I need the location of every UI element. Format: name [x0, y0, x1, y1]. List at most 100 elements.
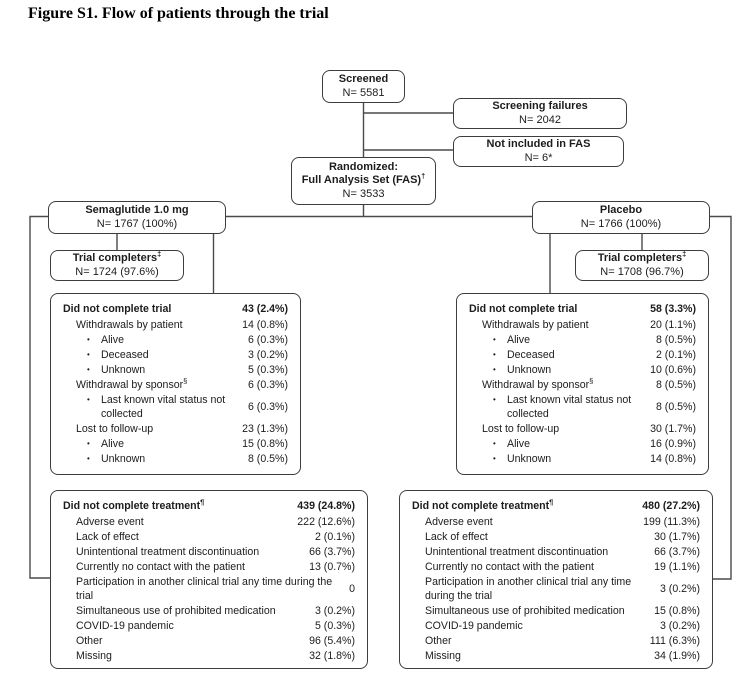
trial-completers-semaglutide-box: Trial completers‡ N= 1724 (97.6%)	[50, 250, 184, 281]
bullet-icon: •	[87, 439, 90, 448]
row-value: 3 (0.2%)	[659, 583, 700, 595]
row-label-text: Alive	[507, 334, 530, 346]
list-row: • Last known vital status not collected 6 …	[63, 393, 288, 421]
row-label: Lost to follow-up	[63, 422, 234, 436]
placebo-arm-n: N= 1766 (100%)	[580, 217, 662, 230]
row-value: 43 (2.4%)	[242, 303, 288, 315]
not-in-fas-box: Not included in FAS N= 6*	[453, 136, 624, 167]
row-label: COVID-19 pandemic	[63, 619, 307, 633]
row-label-text: Participation in another clinical trial …	[425, 576, 632, 602]
randomized-label: Randomized:	[328, 160, 399, 173]
screened-label: Screened	[338, 73, 389, 85]
row-label-text: Lost to follow-up	[76, 423, 154, 435]
figure-title: Figure S1. Flow of patients through the …	[28, 5, 329, 22]
list-row: • Alive 16 (0.9%)	[469, 437, 696, 451]
list-header-row: Did not complete treatment¶ 439 (24.8%)	[63, 498, 355, 513]
not-in-fas-label: Not included in FAS	[486, 138, 591, 150]
placebo-arm-box: Placebo N= 1766 (100%)	[532, 201, 710, 234]
list-header-row: Did not complete treatment¶ 480 (27.2%)	[412, 497, 700, 513]
list-row: Missing 34 (1.9%)	[412, 649, 700, 663]
list-row: • Unknown 5 (0.3%)	[63, 363, 288, 377]
row-label-text: Did not complete treatment¶	[412, 497, 554, 512]
row-label-text: Withdrawals by patient	[482, 319, 589, 331]
list-row: • Unknown 14 (0.8%)	[469, 452, 696, 466]
row-label: Did not complete treatment¶	[63, 498, 289, 513]
list-header-row: Did not complete trial 58 (3.3%)	[469, 302, 696, 316]
bullet-icon: •	[87, 365, 90, 374]
row-label-text: Last known vital status not collected	[507, 394, 632, 420]
row-value: 6 (0.3%)	[247, 334, 288, 346]
row-label: Simultaneous use of prohibited medicatio…	[412, 604, 646, 618]
row-label: Lack of effect	[63, 530, 307, 544]
randomized-subtitle: Full Analysis Set (FAS)†	[301, 171, 426, 187]
row-label-text: Alive	[507, 438, 530, 450]
row-label-text: Last known vital status not collected	[101, 394, 226, 420]
semaglutide-arm-n: N= 1767 (100%)	[96, 217, 178, 230]
row-value: 199 (11.3%)	[643, 516, 700, 528]
row-value: 2 (0.1%)	[655, 349, 696, 361]
row-label-text: Alive	[101, 438, 124, 450]
list-row: Lost to follow-up 30 (1.7%)	[469, 422, 696, 436]
list-row: Missing 32 (1.8%)	[63, 649, 355, 663]
row-value: 23 (1.3%)	[242, 423, 288, 435]
list-header-row: Did not complete trial 43 (2.4%)	[63, 302, 288, 316]
row-value: 66 (3.7%)	[654, 546, 700, 558]
row-label-text: COVID-19 pandemic	[76, 620, 174, 632]
trial-completers-placebo-label: Trial completers‡	[597, 249, 687, 264]
row-value: 19 (1.1%)	[654, 561, 700, 573]
row-label: • Alive	[469, 437, 642, 451]
row-label: Did not complete treatment¶	[412, 497, 634, 513]
did-not-complete-trial-placebo-box: Did not complete trial 58 (3.3%) Withdrawa…	[456, 293, 709, 475]
row-label-text: Missing	[425, 650, 461, 662]
row-value: 16 (0.9%)	[650, 438, 696, 450]
list-row: Currently no contact with the patient 13 …	[63, 560, 355, 574]
row-label: Lost to follow-up	[469, 422, 642, 436]
row-value: 14 (0.8%)	[242, 319, 288, 331]
row-value: 2 (0.1%)	[314, 531, 355, 543]
row-label-text: Did not complete trial	[469, 303, 578, 315]
row-label: • Deceased	[63, 348, 240, 362]
row-label: • Unknown	[63, 452, 240, 466]
semaglutide-arm-label: Semaglutide 1.0 mg	[85, 204, 189, 216]
row-label: • Unknown	[469, 363, 642, 377]
row-label-text: Did not complete trial	[63, 303, 172, 315]
row-label-text: Simultaneous use of prohibited medicatio…	[425, 605, 625, 617]
row-label-text: Unknown	[101, 364, 146, 376]
not-in-fas-n: N= 6*	[524, 151, 553, 164]
row-label-text: Unintentional treatment discontinuation	[425, 546, 609, 558]
list-row: • Alive 6 (0.3%)	[63, 333, 288, 347]
row-label-text: Lack of effect	[425, 531, 488, 543]
list-row: • Deceased 3 (0.2%)	[63, 348, 288, 362]
row-label: Unintentional treatment discontinuation	[412, 545, 646, 559]
row-label-text: Currently no contact with the patient	[76, 561, 246, 573]
row-value: 5 (0.3%)	[314, 620, 355, 632]
row-label: COVID-19 pandemic	[412, 619, 652, 633]
list-row: Adverse event 222 (12.6%)	[63, 515, 355, 529]
row-value: 32 (1.8%)	[309, 650, 355, 662]
row-label: Currently no contact with the patient	[63, 560, 301, 574]
list-row: Lost to follow-up 23 (1.3%)	[63, 422, 288, 436]
row-label: Missing	[412, 649, 646, 663]
row-label: Other	[63, 634, 301, 648]
row-label: • Unknown	[469, 452, 642, 466]
row-value: 13 (0.7%)	[309, 561, 355, 573]
row-value: 8 (0.5%)	[655, 401, 696, 413]
row-value: 20 (1.1%)	[650, 319, 696, 331]
row-label: Lack of effect	[412, 530, 646, 544]
row-label: Did not complete trial	[469, 302, 642, 316]
semaglutide-arm-box: Semaglutide 1.0 mg N= 1767 (100%)	[48, 201, 226, 234]
row-label-text: Unknown	[507, 453, 552, 465]
bullet-icon: •	[493, 335, 496, 344]
row-value: 96 (5.4%)	[309, 635, 355, 647]
row-label: Unintentional treatment discontinuation	[63, 545, 301, 559]
row-label-text: Other	[76, 635, 103, 647]
bullet-icon: •	[87, 395, 90, 404]
row-value: 480 (27.2%)	[642, 500, 700, 512]
row-value: 5 (0.3%)	[247, 364, 288, 376]
list-row: • Last known vital status not collected 8 …	[469, 393, 696, 421]
row-value: 8 (0.5%)	[655, 379, 696, 391]
trial-completers-placebo-box: Trial completers‡ N= 1708 (96.7%)	[575, 250, 709, 281]
row-value: 10 (0.6%)	[650, 364, 696, 376]
row-value: 0	[349, 583, 355, 595]
row-value: 66 (3.7%)	[309, 546, 355, 558]
